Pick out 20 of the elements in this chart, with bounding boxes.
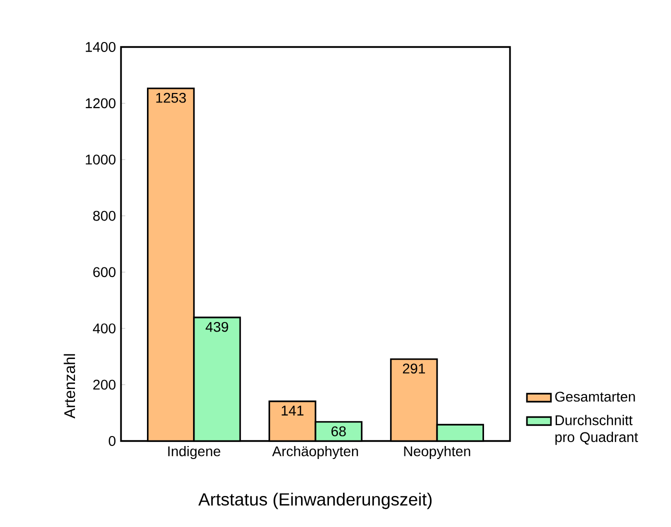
x-tick-label: Indigene: [168, 446, 220, 460]
y-tick-label: 600: [93, 267, 116, 278]
data-label: 291: [402, 364, 426, 374]
y-axis-title: Artenzahl: [64, 354, 76, 418]
y-tick-label: 400: [92, 323, 116, 334]
y-tick-label: 1200: [86, 98, 116, 108]
y-tick-label: 1400: [86, 42, 116, 52]
data-label: 68: [331, 426, 346, 436]
y-tick-label: 0: [108, 436, 116, 446]
legend-label: Durchschnitt pro Quadrant: [555, 414, 638, 445]
data-label: 141: [282, 406, 304, 416]
x-tick-label: Archäophyten: [272, 446, 358, 460]
y-tick-label: 200: [93, 380, 116, 390]
x-tick-label: Neopyhten: [404, 446, 470, 460]
y-tick-label: 800: [93, 210, 116, 221]
legend-label: Gesamtarten: [555, 392, 635, 402]
x-axis-title: Artstatus (Einwanderungszeit): [198, 492, 432, 510]
data-label: 439: [206, 322, 228, 332]
data-label: 1253: [156, 92, 186, 103]
y-tick-label: 1000: [86, 154, 116, 165]
